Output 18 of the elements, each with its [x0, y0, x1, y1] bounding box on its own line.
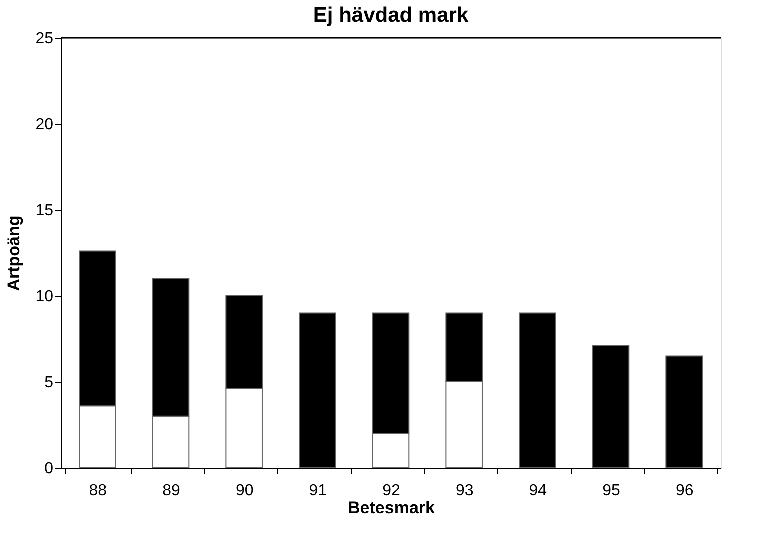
x-tick-label: 90 [236, 482, 254, 500]
x-tick-label: 94 [529, 482, 548, 500]
x-tick-label: 93 [456, 482, 474, 500]
y-tick-label: 5 [44, 374, 54, 392]
y-tick-label: 10 [36, 288, 54, 306]
y-tick-label: 25 [36, 30, 54, 48]
y-axis-title: Artpoäng [4, 216, 24, 292]
y-tick-label: 15 [36, 202, 54, 220]
x-tick-label: 89 [162, 482, 180, 500]
x-tick-label: 95 [602, 482, 620, 500]
chart-title: Ej hävdad mark [313, 4, 469, 27]
y-tick-label: 20 [36, 116, 54, 134]
x-tick-label: 91 [309, 482, 328, 500]
x-tick-label: 88 [89, 482, 108, 500]
x-tick-label: 96 [676, 482, 694, 500]
x-tick-label: 92 [382, 482, 400, 500]
y-tick-label: 0 [44, 460, 54, 478]
x-axis-title: Betesmark [348, 498, 436, 518]
